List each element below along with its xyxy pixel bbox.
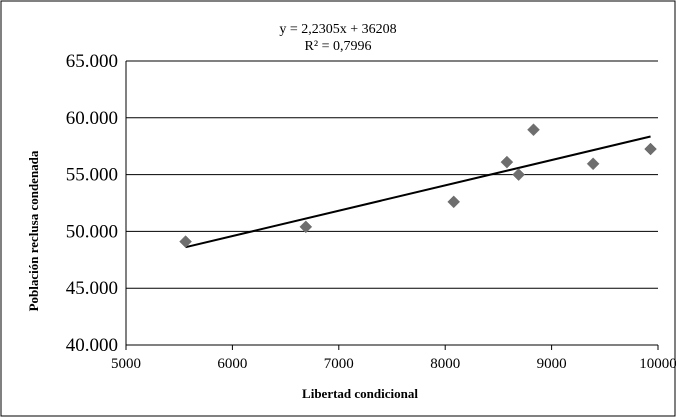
trendline-group	[185, 135, 651, 249]
x-tick-label: 6000	[217, 356, 247, 372]
data-point	[527, 123, 540, 137]
data-point	[447, 195, 461, 209]
axes	[125, 61, 659, 350]
labels: y = 2,2305x + 36208 R² = 0,7996 Libertad…	[26, 22, 676, 401]
x-tick-label: 10000	[639, 356, 676, 372]
y-axis-title: Población reclusa condenada	[26, 150, 41, 311]
y-tick-label: 50.000	[66, 221, 118, 242]
y-tick-label: 65.000	[66, 51, 118, 72]
data-point	[644, 142, 657, 156]
trendline-equation: y = 2,2305x + 36208	[279, 22, 396, 37]
trendline	[185, 135, 651, 249]
data-point	[586, 157, 600, 171]
x-tick-label: 5000	[111, 356, 141, 372]
y-tick-label: 60.000	[66, 108, 118, 129]
y-tick-label: 45.000	[66, 278, 118, 299]
y-tick-label: 55.000	[66, 165, 118, 186]
trendline-r-squared: R² = 0,7996	[305, 39, 372, 54]
x-tick-label: 8000	[430, 356, 460, 372]
x-tick-label: 7000	[324, 356, 354, 372]
x-axis-title: Libertad condicional	[302, 386, 418, 401]
data-points	[179, 123, 657, 248]
y-tick-label: 40.000	[66, 335, 118, 356]
data-point	[512, 168, 525, 181]
data-point	[299, 220, 313, 234]
data-point	[179, 235, 192, 248]
data-point	[500, 155, 514, 169]
x-tick-label: 9000	[537, 356, 567, 372]
